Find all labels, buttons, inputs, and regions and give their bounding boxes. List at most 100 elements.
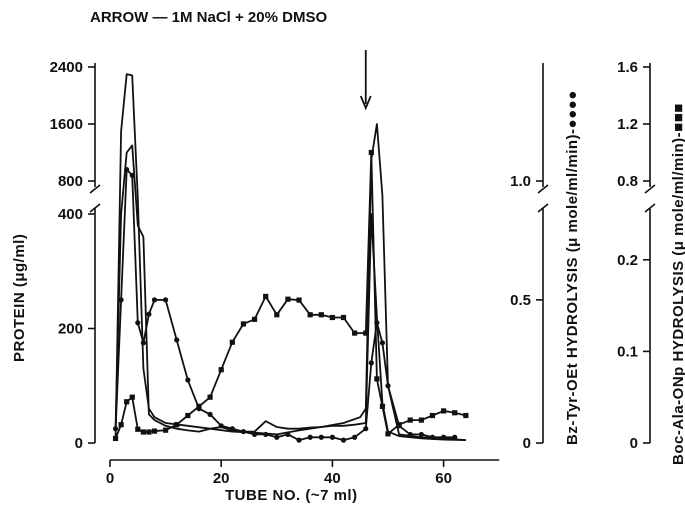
boc-axis-tick-label: 1.6 (617, 59, 638, 76)
x-tick-label: 40 (324, 470, 341, 487)
bz-data-point (135, 320, 141, 326)
boc-data-point (163, 427, 169, 433)
bz-data-point (379, 340, 386, 346)
bz-data-point (218, 423, 224, 429)
series-3-line (114, 168, 455, 442)
bz-data-point (112, 426, 119, 432)
bz-axis-tick-label: 0.5 (510, 292, 531, 309)
boc-axis-tick-label: 1.2 (617, 116, 638, 133)
boc-data-point (379, 403, 386, 409)
boc-data-point (185, 412, 191, 419)
bz-data-point (163, 297, 169, 303)
labels-layer: TUBE NO. (~7 ml) PROTEIN (μg/ml) Bz-Tyr-… (11, 90, 685, 504)
boc-data-point (396, 422, 402, 428)
bz-data-point (118, 297, 124, 303)
boc-axis-break-mark (644, 203, 656, 213)
boc-data-point (329, 314, 335, 321)
boc-data-point (452, 410, 458, 416)
bz-data-point (329, 434, 335, 440)
chart-title: ARROW — 1M NaCl + 20% DMSO (90, 9, 327, 26)
series-layer (112, 73, 469, 443)
boc-data-point (352, 330, 358, 336)
bz-data-point (263, 431, 269, 438)
boc-data-point (218, 367, 224, 373)
boc-data-point (112, 435, 119, 442)
boc-data-point (418, 417, 424, 423)
bz-data-point (207, 411, 213, 417)
bz-data-point (185, 377, 191, 383)
bz-data-point (429, 434, 436, 440)
boc-data-point (429, 412, 436, 419)
bz-data-point (251, 431, 258, 438)
bz-data-point (407, 431, 413, 438)
bz-data-point (307, 434, 313, 440)
bz-axis-tick-label: 0 (523, 435, 531, 452)
boc-data-point (135, 426, 141, 432)
arrow-head (359, 95, 372, 111)
bz-data-point (418, 431, 424, 438)
axes-layer: 0 20 40 60 0 200 400 800 1600 2400 0 0.5 1.0 0 0.1 0.2 0… (50, 50, 656, 487)
bz-axis-break-mark (537, 203, 549, 213)
boc-axis-break-mark (644, 184, 656, 194)
boc-data-point (340, 314, 347, 321)
x-axis-label: TUBE NO. (~7 ml) (225, 487, 358, 504)
boc-data-point (368, 149, 374, 156)
boc-data-point (207, 394, 213, 400)
protein-axis-tick-label: 0 (75, 435, 83, 452)
x-tick-label: 20 (213, 470, 230, 487)
bz-data-point (441, 434, 447, 440)
boc-data-point (385, 431, 391, 437)
bz-data-point (129, 172, 135, 178)
bz-data-point (363, 426, 369, 432)
series-1-line (114, 73, 466, 441)
protein-axis-tick-label: 800 (58, 173, 83, 190)
boc-data-point (363, 330, 369, 336)
boc-data-point (318, 312, 324, 318)
boc-axis-tick-label: 0.1 (617, 343, 638, 360)
protein-axis-break-mark (89, 203, 101, 213)
boc-data-point (274, 312, 280, 318)
boc-data-point (196, 403, 202, 409)
x-tick-label: 60 (435, 470, 452, 487)
boc-data-point (441, 408, 447, 414)
bz-data-point (124, 167, 130, 173)
bz-data-point (340, 437, 347, 443)
boc-data-point (118, 422, 124, 428)
bz-data-point (274, 434, 280, 440)
bz-axis-tick-label: 1.0 (510, 173, 531, 190)
boc-data-point (296, 297, 302, 303)
protein-axis-tick-label: 2400 (50, 59, 83, 76)
boc-data-point (124, 399, 130, 405)
bz-data-point (140, 340, 146, 346)
protein-axis-tick-label: 200 (58, 321, 83, 338)
boc-data-point (251, 316, 258, 322)
bz-data-point (151, 297, 158, 303)
bz-data-point (318, 434, 324, 440)
bz-data-point (240, 428, 247, 435)
boc-data-point (129, 394, 135, 400)
bz-data-point (285, 431, 291, 438)
boc-axis-tick-label: 0.8 (617, 173, 638, 190)
bz-data-point (174, 337, 180, 343)
protein-axis-tick-label: 1600 (50, 116, 83, 133)
series-2-line (114, 144, 466, 441)
boc-data-point (307, 312, 313, 318)
bz-axis-break-mark (537, 184, 549, 194)
bz-data-point (229, 426, 235, 432)
boc-data-point (151, 428, 158, 434)
bz-data-point (296, 437, 302, 443)
boc-data-point (285, 296, 291, 302)
boc-data-point (407, 417, 413, 423)
bz-data-point (146, 311, 152, 317)
y-axis-label-protein: PROTEIN (μg/ml) (11, 234, 28, 362)
bz-data-point (352, 434, 358, 440)
boc-data-point (229, 339, 235, 345)
series-4-line (114, 151, 467, 439)
boc-data-point (463, 412, 469, 419)
x-tick-label: 0 (106, 470, 114, 487)
bz-data-point (368, 360, 374, 366)
y-axis-label-boc: Boc-Ala-ONp HYDROLYSIS (μ mole/ml/min)-■… (670, 103, 685, 465)
boc-data-point (240, 321, 247, 327)
